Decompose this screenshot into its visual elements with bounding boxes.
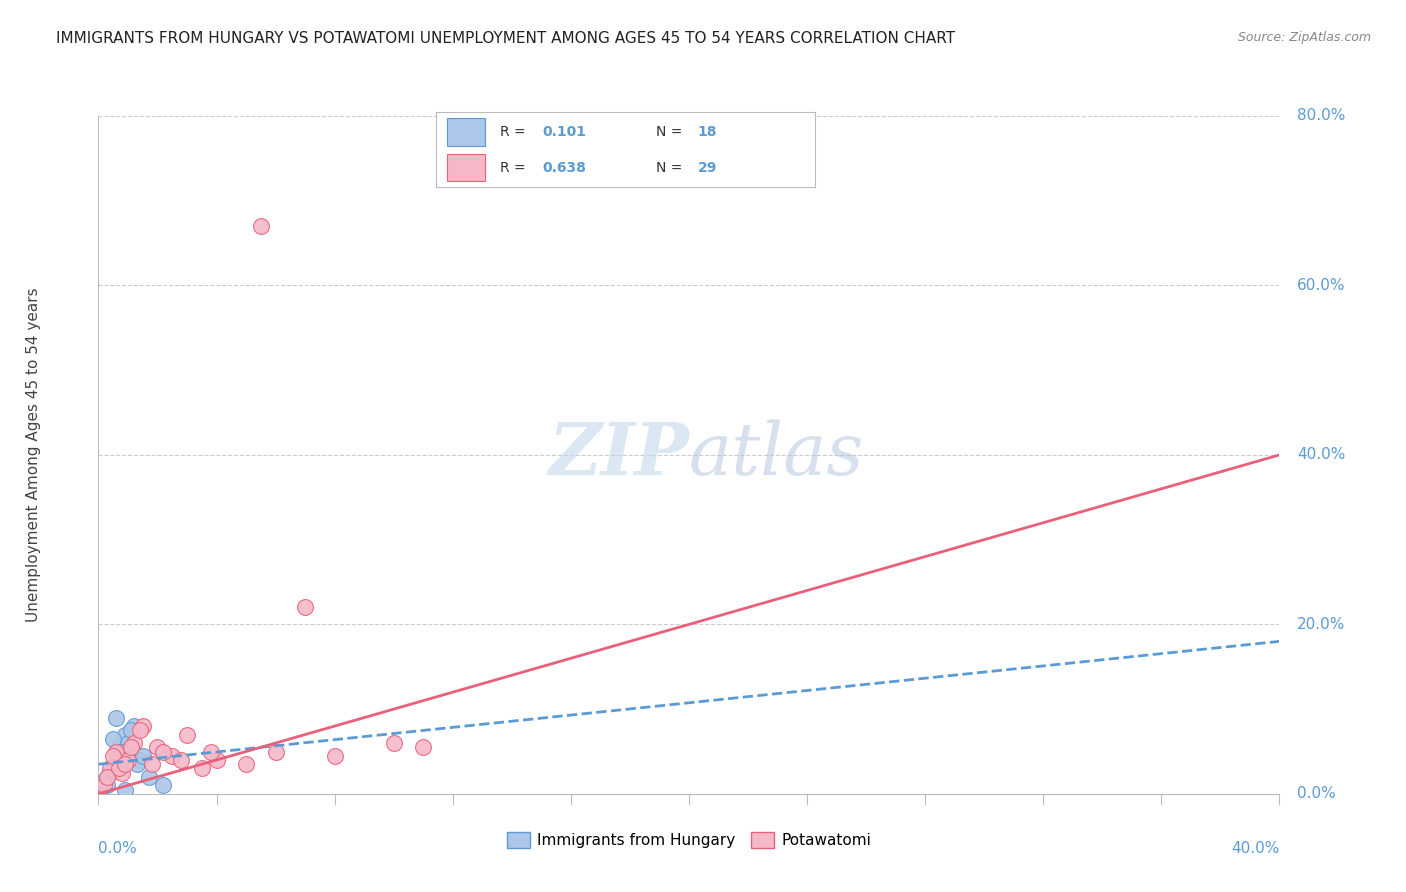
Text: IMMIGRANTS FROM HUNGARY VS POTAWATOMI UNEMPLOYMENT AMONG AGES 45 TO 54 YEARS COR: IMMIGRANTS FROM HUNGARY VS POTAWATOMI UN…	[56, 31, 955, 46]
Text: 29: 29	[697, 161, 717, 175]
Text: 18: 18	[697, 125, 717, 139]
Point	[111, 765, 134, 780]
Point	[96, 770, 118, 784]
Point	[98, 761, 121, 775]
Point	[111, 744, 134, 758]
Point	[200, 744, 222, 758]
Point	[235, 757, 257, 772]
Point	[103, 761, 125, 775]
Point	[132, 748, 155, 763]
Point	[128, 753, 150, 767]
Bar	[447, 119, 485, 145]
Point	[138, 770, 160, 784]
Text: 40.0%: 40.0%	[1298, 448, 1346, 462]
Text: atlas: atlas	[689, 419, 865, 491]
Text: 80.0%: 80.0%	[1298, 109, 1346, 123]
Text: 40.0%: 40.0%	[1232, 841, 1279, 856]
Point	[120, 740, 142, 755]
Text: 0.638: 0.638	[543, 161, 586, 175]
Text: N =: N =	[657, 161, 686, 175]
Point	[120, 723, 142, 738]
Text: 0.0%: 0.0%	[1298, 787, 1336, 801]
Bar	[447, 154, 485, 181]
Point	[114, 757, 136, 772]
Text: Unemployment Among Ages 45 to 54 years: Unemployment Among Ages 45 to 54 years	[25, 287, 41, 623]
Point	[96, 778, 118, 792]
Point	[108, 740, 131, 755]
Point	[117, 736, 139, 750]
Point	[152, 778, 174, 792]
Point	[294, 600, 316, 615]
Point	[125, 757, 148, 772]
Text: 20.0%: 20.0%	[1298, 617, 1346, 632]
Point	[103, 748, 125, 763]
Point	[122, 719, 145, 733]
Point	[103, 731, 125, 746]
Point	[323, 748, 346, 763]
Point	[170, 753, 193, 767]
Point	[105, 710, 128, 724]
Point	[132, 719, 155, 733]
Point	[114, 782, 136, 797]
Point	[105, 744, 128, 758]
Text: R =: R =	[501, 125, 530, 139]
Text: 0.101: 0.101	[543, 125, 586, 139]
Text: N =: N =	[657, 125, 686, 139]
Point	[191, 761, 214, 775]
Point	[117, 753, 139, 767]
Text: 0.0%: 0.0%	[98, 841, 138, 856]
Point	[93, 774, 115, 789]
Point	[98, 765, 121, 780]
Point	[382, 736, 405, 750]
Text: 60.0%: 60.0%	[1298, 278, 1346, 293]
Point	[264, 744, 287, 758]
Point	[146, 740, 169, 755]
Text: Source: ZipAtlas.com: Source: ZipAtlas.com	[1237, 31, 1371, 45]
Point	[412, 740, 434, 755]
Point	[141, 757, 163, 772]
Text: ZIP: ZIP	[548, 419, 689, 491]
Point	[122, 736, 145, 750]
Text: R =: R =	[501, 161, 530, 175]
Point	[128, 723, 150, 738]
Legend: Immigrants from Hungary, Potawatomi: Immigrants from Hungary, Potawatomi	[501, 826, 877, 854]
Point	[205, 753, 228, 767]
Point	[162, 748, 183, 763]
Point	[152, 744, 174, 758]
Point	[176, 728, 198, 742]
Point	[108, 761, 131, 775]
Point	[114, 728, 136, 742]
Point	[250, 219, 273, 233]
Point	[93, 778, 115, 792]
